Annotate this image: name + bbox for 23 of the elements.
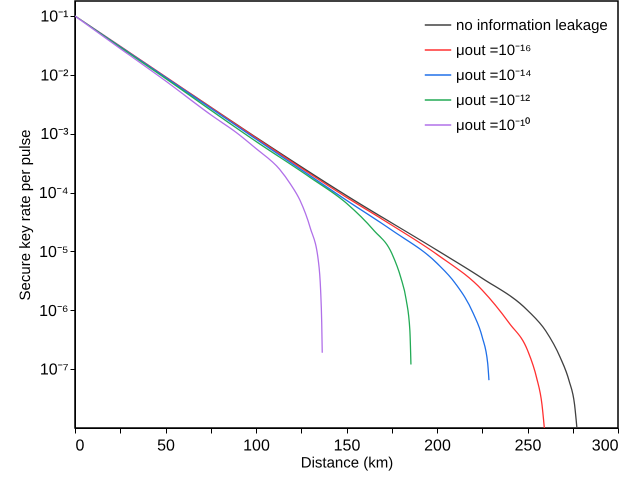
x-tick-label: 100 — [243, 438, 270, 454]
y-tick-label: 10⁻⁶ — [39, 302, 68, 320]
legend-label: μout =10⁻¹⁰ — [456, 117, 530, 134]
x-tick-label: 0 — [76, 438, 84, 454]
x-tick-label: 150 — [334, 438, 360, 454]
legend-label: μout =10⁻¹⁶ — [456, 42, 532, 59]
x-tick-label: 200 — [424, 438, 451, 454]
y-tick-label: 10⁻⁷ — [40, 362, 69, 379]
y-tick-label: 10⁻⁵ — [39, 244, 68, 261]
x-axis-title: Distance (km) — [300, 454, 394, 472]
x-tick-label: 50 — [157, 438, 175, 454]
legend-label: μout =10⁻¹⁴ — [456, 67, 532, 84]
y-tick-label: 10⁻⁴ — [38, 185, 69, 202]
y-tick-label: 10⁻¹ — [40, 8, 68, 26]
line-series — [75, 15, 412, 366]
line-series — [75, 15, 323, 354]
legend-label: no information leakage — [456, 17, 608, 34]
y-tick-label: 10⁻³ — [40, 126, 70, 144]
legend-label: μout =10⁻¹² — [456, 92, 530, 109]
x-tick-label: 250 — [514, 438, 542, 454]
x-tick-label: 300 — [592, 438, 619, 454]
y-axis-title: Secure key rate per pulse — [16, 130, 34, 300]
y-tick-label: 10⁻² — [40, 67, 70, 84]
